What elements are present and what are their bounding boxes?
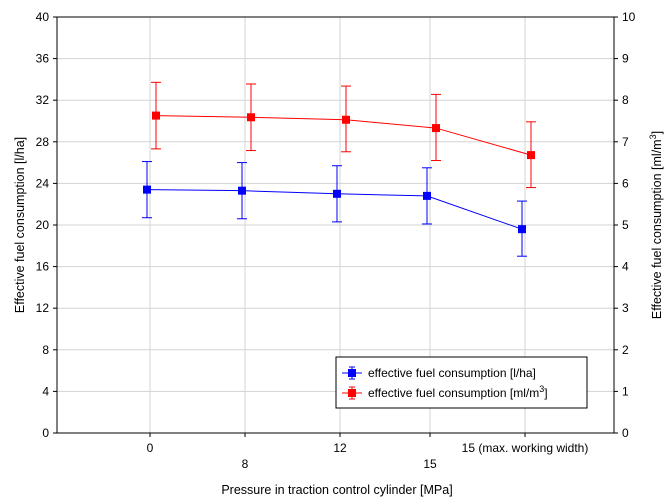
y-left-tick-label: 8 — [42, 343, 49, 357]
legend-label-ml-m3-text: effective fuel consumption [ml/m — [368, 386, 539, 400]
data-point-right — [527, 151, 535, 160]
data-point-left — [238, 186, 246, 195]
y-right-tick-label: 9 — [622, 52, 629, 66]
y-right-tick-label: 7 — [622, 135, 629, 149]
data-point-left — [518, 225, 526, 234]
y-right-tick-label: 8 — [622, 93, 629, 107]
y-left-tick-label: 12 — [36, 301, 50, 315]
x-tick-label: 12 — [333, 441, 347, 455]
y-right-tick-label: 6 — [622, 176, 629, 190]
y-left-tick-label: 24 — [36, 176, 50, 190]
legend: effective fuel consumption [l/ha] effect… — [335, 356, 588, 409]
y-left-tick-label: 28 — [36, 135, 50, 149]
x-tick-label: 0 — [147, 441, 154, 455]
data-point-right — [152, 111, 160, 120]
y-left-tick-label: 32 — [36, 93, 50, 107]
legend-blue-marker — [348, 369, 356, 377]
data-point-left — [423, 191, 431, 200]
y-right-tick-label: 1 — [622, 384, 629, 398]
y-axis-right-title: Effective fuel consumption [ml/m3] — [648, 131, 664, 319]
legend-entry-l-ha: effective fuel consumption [l/ha] — [342, 366, 536, 380]
data-point-left — [333, 189, 341, 198]
data-point-right — [247, 113, 255, 122]
data-point-left — [143, 185, 151, 194]
legend-box — [335, 356, 588, 409]
y-left-tick-label: 16 — [36, 260, 50, 274]
series-layer — [142, 81, 536, 257]
legend-entry-ml-m3: effective fuel consumption [ml/m3] — [342, 384, 548, 400]
x-tick-label: 8 — [242, 457, 249, 471]
y-right-tick-label: 0 — [622, 426, 629, 440]
tick-marks — [53, 16, 618, 437]
y-right-tick-label: 5 — [622, 218, 629, 232]
y-right-tick-label: 4 — [622, 260, 629, 274]
y-left-tick-label: 36 — [36, 52, 50, 66]
data-point-right — [342, 115, 350, 124]
series-left — [142, 161, 527, 257]
y-left-tick-label: 20 — [36, 218, 50, 232]
y-left-tick-label: 40 — [36, 10, 50, 24]
y-axis-right-title-close: ] — [650, 131, 664, 134]
y-axis-right-title-text: Effective fuel consumption [ml/m — [650, 139, 664, 319]
data-point-right — [432, 124, 440, 133]
legend-label-ml-m3: effective fuel consumption [ml/m3] — [368, 384, 548, 400]
x-tick-label: 15 — [423, 457, 437, 471]
y-axis-left-title: Effective fuel consumption [l/ha] — [13, 137, 27, 313]
y-left-tick-label: 4 — [42, 384, 49, 398]
legend-label-l-ha: effective fuel consumption [l/ha] — [368, 366, 536, 380]
tick-labels: 048121620242832364001234567891008121515 … — [36, 10, 636, 471]
y-right-tick-label: 3 — [622, 301, 629, 315]
x-axis-title: Pressure in traction control cylinder [M… — [221, 483, 452, 497]
x-tick-label: 15 (max. working width) — [462, 441, 589, 455]
series-right — [151, 81, 536, 189]
y-axis-right-title-sup: 3 — [648, 134, 658, 139]
legend-label-ml-m3-close: ] — [544, 386, 547, 400]
legend-red-marker — [348, 389, 356, 397]
y-right-tick-label: 10 — [622, 10, 636, 24]
legend-label-ml-m3-sup: 3 — [539, 384, 544, 394]
y-right-tick-label: 2 — [622, 343, 629, 357]
y-left-tick-label: 0 — [42, 426, 49, 440]
